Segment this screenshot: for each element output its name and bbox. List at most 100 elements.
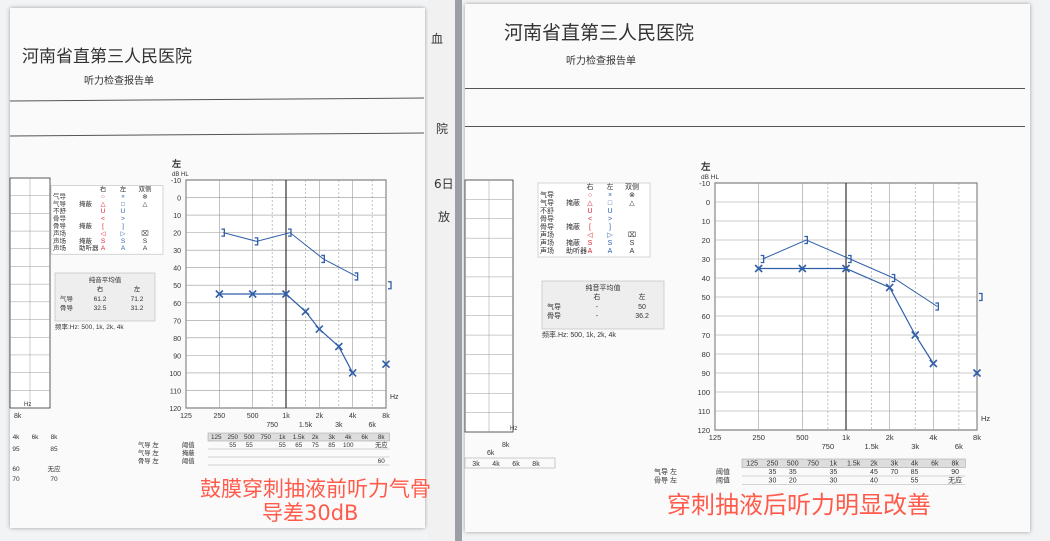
table-cell: 90 [951, 469, 959, 476]
legend-symbol: △ [101, 201, 106, 208]
legend-frame [537, 182, 651, 258]
y-tick-label: 90 [173, 353, 181, 360]
x-tick-label: 6k [955, 442, 963, 451]
table-header-cell: 8k [51, 434, 59, 441]
y-tick-label: 120 [697, 426, 710, 435]
bone-conduction-point [388, 281, 392, 290]
photo-after: 河南省直第三人民医院 听力检查报告单 8k 6k Hz 3k 4k 6k 8k 右左双侧 气导… [462, 0, 1050, 541]
x-tick-label: 6k [487, 450, 495, 457]
table-header-cell: 1.5k [293, 434, 306, 441]
table-header-cell: 2k [870, 461, 878, 468]
table-header-cell: 125 [746, 461, 758, 468]
air-conduction-point [348, 368, 357, 377]
legend-header: 左 [607, 182, 614, 191]
hospital-name: 河南省直第三人民医院 [504, 22, 695, 44]
y-tick-label: 110 [698, 407, 710, 416]
legend-symbol: S [588, 240, 593, 247]
pta-value: 71.2 [131, 296, 144, 303]
air-conduction-point [315, 325, 324, 334]
legend-symbol: U [121, 208, 126, 215]
pta-header: 右 [593, 292, 600, 301]
legend-symbol: ◁ [587, 232, 593, 239]
air-conduction-line [758, 267, 934, 364]
table-header-cell: 6k [32, 434, 40, 441]
table-cell: 100 [343, 442, 354, 449]
table-header-cell: 500 [244, 434, 255, 441]
legend-label: 骨导 [53, 215, 67, 223]
table-header-cell: 750 [807, 461, 819, 468]
table-cell: 35 [789, 469, 797, 476]
legend-label: 掩蔽 [566, 238, 580, 247]
air-conduction-point [381, 360, 391, 369]
legend-label: 掩蔽 [79, 221, 93, 230]
x-axis-label: Hz [390, 394, 399, 401]
legend-symbol: [ [589, 224, 591, 231]
pta-header: 右 [97, 284, 104, 293]
pta-frequencies: 频率:Hz: 500, 1k, 2k, 4k [55, 322, 124, 331]
table-cell: 65 [295, 442, 303, 449]
header-rule [465, 88, 1025, 89]
report-graphic-before: 8kHz 右左双侧气导 ○ × ⊗气导 掩蔽 △ □ △不舒 U U骨导 < >骨导 掩蔽[]声场 ◁ ▷ ⌧… [9, 158, 399, 483]
table-cell: 35 [829, 469, 837, 476]
table-cell: 60 [12, 466, 20, 473]
symbol-legend: 右左双侧气导 ○ × ⊗气导 掩蔽 △ □ △不舒 U U骨导 < >骨导 掩蔽[]声场 ◁ ▷ ⌧声场 掩蔽 S… [537, 182, 651, 258]
legend-label: 掩蔽 [566, 222, 580, 231]
pta-frame [54, 272, 156, 322]
bone-conduction-point [760, 254, 765, 264]
table-header-cell: 1.5k [847, 461, 861, 468]
table-cell: 85 [328, 442, 336, 449]
x-tick-label: 1.5k [299, 422, 313, 429]
pta-value: 50 [638, 304, 646, 311]
threshold-table: 125 250 500 750 1k 1.5k 2k 3k 4k 6k 8k气导 左阈值 35 35 35… [654, 458, 966, 485]
legend-header: 右 [587, 182, 594, 191]
x-tick-label: 8k [502, 442, 510, 449]
table-header-cell: 250 [227, 434, 238, 441]
table-row-type: 阈值 [716, 467, 730, 476]
y-tick-label: 60 [702, 312, 710, 321]
x-tick-label: 1k [842, 433, 850, 442]
table-header-cell: 8k [532, 461, 540, 468]
legend-symbol: △ [587, 200, 593, 207]
table-row-label: 骨导 左 [138, 456, 159, 465]
pta-header: 左 [134, 284, 141, 293]
legend-symbol: ▷ [607, 232, 613, 239]
table-header-cell: 1k [279, 434, 287, 441]
bone-conduction-point [288, 228, 292, 237]
legend-symbol: □ [608, 200, 613, 207]
pta-row-label: 骨导 [60, 304, 74, 312]
bone-conduction-point [848, 254, 852, 264]
legend-frame [50, 185, 164, 255]
y-tick-label: 30 [702, 255, 710, 264]
pta-value: 32.5 [94, 305, 107, 312]
table-header-bg [464, 457, 556, 469]
legend-label: 声场 [53, 236, 67, 245]
legend-symbol: △ [629, 200, 635, 207]
table-cell: 95 [12, 446, 20, 453]
header-rule-2 [465, 126, 1025, 127]
legend-label: 气导 [540, 198, 554, 207]
table-cell: 60 [378, 458, 386, 465]
legend-symbol: □ [121, 201, 125, 208]
y-tick-label: 90 [702, 369, 710, 378]
legend-symbol: ▷ [121, 230, 126, 237]
background-paper-edge [428, 0, 455, 541]
legend-symbol: U [607, 208, 612, 215]
x-axis-label: Hz [981, 414, 990, 423]
legend-symbol: ] [609, 224, 611, 231]
bone-conduction-line [762, 239, 938, 307]
pta-frame [541, 280, 665, 330]
table-cell: 45 [870, 469, 878, 476]
bone-conduction-point [935, 302, 939, 311]
legend-label: 助听器 [79, 243, 99, 252]
table-header-cell: 2k [312, 434, 320, 441]
hospital-name: 河南省直第三人民医院 [22, 47, 192, 67]
right-ear-chart-stub: 8k 6k Hz 3k 4k 6k 8k [464, 179, 556, 469]
x-tick-label: 125 [180, 413, 192, 420]
legend-label: 不舒 [53, 206, 67, 215]
x-tick-label: 4k [349, 413, 357, 420]
table-header-cell: 500 [787, 461, 799, 468]
pta-title: 纯音平均值 [586, 283, 621, 292]
pta-row-label: 骨导 [547, 312, 561, 320]
